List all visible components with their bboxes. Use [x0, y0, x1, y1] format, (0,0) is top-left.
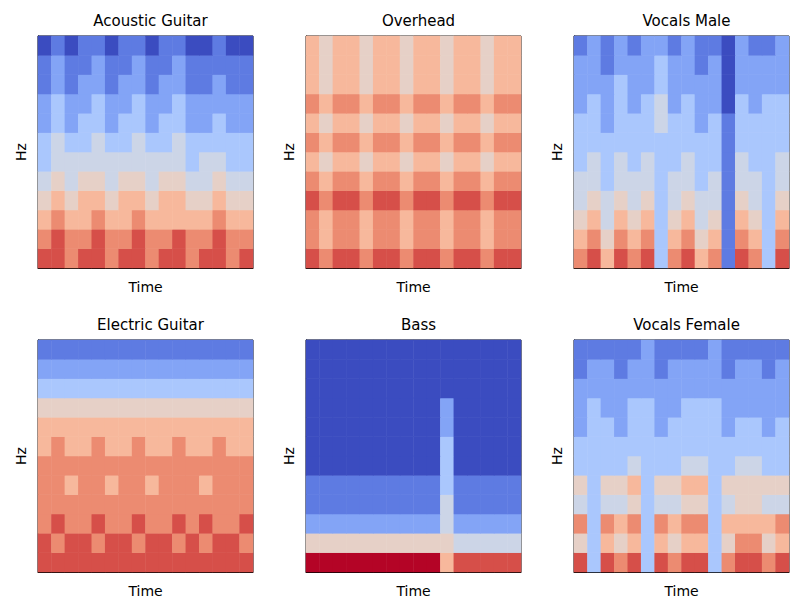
svg-text:Time: Time [127, 279, 162, 295]
svg-text:Time: Time [663, 279, 698, 295]
svg-text:Hz: Hz [281, 447, 297, 465]
svg-text:Hz: Hz [549, 447, 565, 465]
svg-text:Hz: Hz [549, 143, 565, 161]
svg-text:Bass: Bass [401, 316, 436, 334]
svg-text:Electric Guitar: Electric Guitar [97, 316, 205, 334]
svg-text:Time: Time [395, 279, 430, 295]
svg-text:Hz: Hz [13, 143, 29, 161]
svg-text:Overhead: Overhead [382, 12, 455, 30]
svg-text:Hz: Hz [13, 447, 29, 465]
svg-text:Vocals Female: Vocals Female [633, 316, 740, 334]
svg-text:Acoustic Guitar: Acoustic Guitar [93, 12, 208, 30]
svg-text:Hz: Hz [281, 143, 297, 161]
svg-text:Time: Time [663, 583, 698, 599]
svg-text:Time: Time [395, 583, 430, 599]
svg-text:Vocals Male: Vocals Male [643, 12, 731, 30]
svg-text:Time: Time [127, 583, 162, 599]
